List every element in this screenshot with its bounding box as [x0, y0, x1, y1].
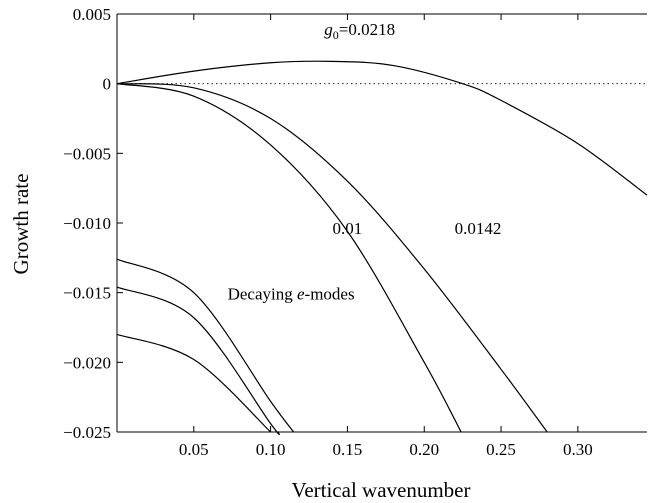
- annotation-001: 0.01: [333, 219, 363, 238]
- plot-layer: 0.05 0.10 0.15 0.20 0.25 0.30 0.005 0 −0.005 −0.0…: [63, 5, 648, 459]
- x-tick-label: 0.10: [256, 440, 286, 459]
- y-tick-label: −0.020: [63, 353, 111, 372]
- x-tick-label: 0.15: [333, 440, 363, 459]
- annotation-g0-symbol: g: [324, 20, 333, 39]
- y-tick-label: −0.015: [63, 284, 111, 303]
- y-tick-label: 0.005: [73, 5, 111, 24]
- x-tick-label: 0.30: [563, 440, 593, 459]
- x-axis-title: Vertical wavenumber: [291, 478, 470, 502]
- y-tick-label: −0.025: [63, 423, 111, 442]
- series-line-3: [116, 83, 462, 433]
- x-tick-label: 0.20: [409, 440, 439, 459]
- y-tick-label: −0.005: [63, 144, 111, 163]
- series-line-4: [116, 258, 295, 433]
- y-tick-label: −0.010: [63, 214, 111, 233]
- series-line-1: [116, 60, 648, 196]
- series-line-2: [116, 83, 548, 433]
- series-line-5: [116, 286, 280, 436]
- annotation-decaying-modes: Decaying e-modes: [228, 285, 355, 304]
- annotation-g0-subscript: 0: [333, 28, 339, 42]
- series-line-6: [116, 333, 272, 433]
- x-tick-label: 0.05: [179, 440, 209, 459]
- x-tick-label: 0.25: [486, 440, 516, 459]
- annotation-0142: 0.0142: [455, 219, 502, 238]
- annotation-g0: g0=0.0218: [324, 20, 395, 42]
- annotation-decaying-suffix: -modes: [305, 285, 355, 304]
- annotation-g0-value: =0.0218: [339, 20, 395, 39]
- annotation-decaying-e: e: [297, 285, 305, 304]
- y-tick-label: 0: [103, 75, 112, 94]
- y-axis-title: Growth rate: [9, 174, 33, 275]
- annotation-decaying-word: Decaying: [228, 285, 297, 304]
